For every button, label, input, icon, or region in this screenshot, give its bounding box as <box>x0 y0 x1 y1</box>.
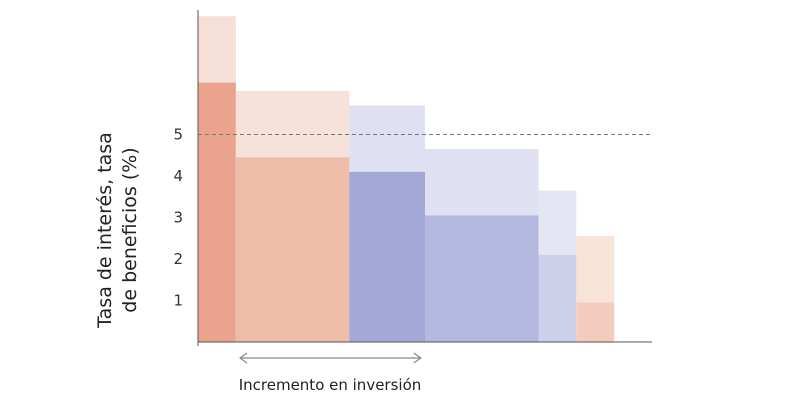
bar-1-lower <box>198 82 236 342</box>
y-tick-label-5: 5 <box>173 126 183 144</box>
y-ticks: 1 2 3 4 5 <box>173 126 183 310</box>
y-axis-label-line-2: de beneficios (%) <box>119 147 141 312</box>
y-axis-label-line-1: Tasa de interés, tasa <box>94 132 116 329</box>
bars-layer <box>198 16 615 342</box>
investment-increment-arrow <box>239 352 422 364</box>
y-tick-label-2: 2 <box>173 250 183 268</box>
bar-2-lower <box>235 157 350 342</box>
y-tick-label-3: 3 <box>173 209 183 227</box>
bar-6-lower <box>576 302 615 342</box>
bar-3-lower <box>349 171 425 342</box>
arrow-head-left <box>239 352 248 364</box>
bar-5-lower <box>538 254 577 342</box>
x-axis-label: Incremento en inversión <box>239 376 422 394</box>
y-tick-label-1: 1 <box>173 292 183 310</box>
bar-4-lower <box>425 215 539 342</box>
arrow-head-right <box>413 352 422 364</box>
y-tick-label-4: 4 <box>173 167 183 185</box>
